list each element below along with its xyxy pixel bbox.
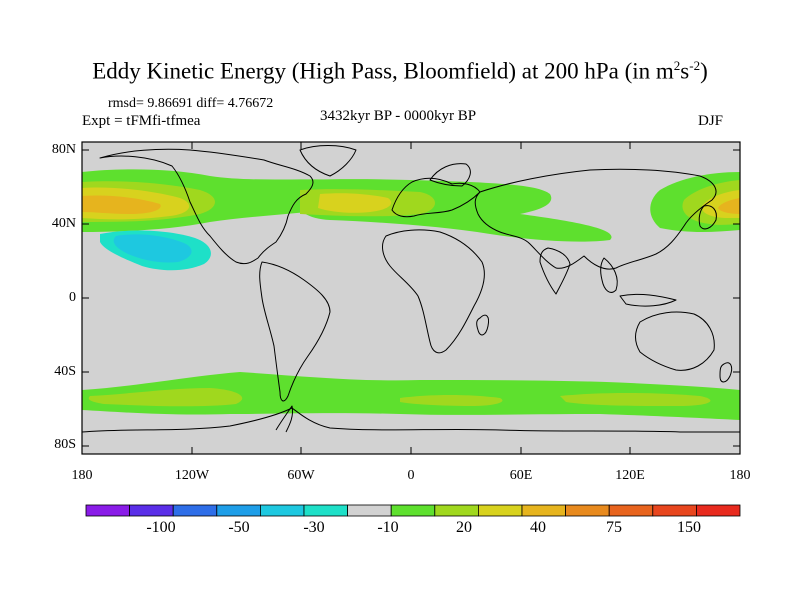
coast-scandinavia xyxy=(429,163,471,187)
colorbar-swatch xyxy=(608,504,654,517)
coast-greenland xyxy=(299,145,357,177)
coast-maritime xyxy=(619,293,677,307)
coast-antarctica xyxy=(82,407,740,433)
x-tick-label: 120W xyxy=(174,468,210,483)
coast-north-america xyxy=(99,148,314,265)
x-tick-label: 0 xyxy=(407,468,415,483)
x-tick-label: 180 xyxy=(729,468,751,483)
colorbar-swatch xyxy=(390,504,436,517)
coast-asia xyxy=(474,168,717,270)
coast-india xyxy=(539,247,571,295)
coastlines xyxy=(82,145,740,433)
sh-lime-b xyxy=(400,395,503,406)
colorbar-label: -10 xyxy=(377,519,399,536)
nh-pacific-orange xyxy=(82,195,161,214)
colorbar-swatch xyxy=(216,504,261,517)
colorbar-swatch xyxy=(565,504,610,517)
colorbar-label: 20 xyxy=(456,519,472,536)
coast-australia xyxy=(635,311,715,371)
coast-madagascar xyxy=(476,314,489,336)
ne-pacific-cyan-anomaly xyxy=(113,234,192,263)
sh-green-band xyxy=(82,372,740,420)
colorbar-label: -50 xyxy=(228,519,250,536)
colorbar-swatch xyxy=(259,504,305,517)
coast-new-zealand xyxy=(719,362,733,383)
coast-japan xyxy=(698,205,717,230)
x-tick-label: 180 xyxy=(71,468,93,483)
time-period-label: 3432kyr BP - 0000kyr BP xyxy=(320,108,477,124)
x-tick-label: 120E xyxy=(615,468,645,483)
statistics-text: rmsd= 9.86691 diff= 4.76672 xyxy=(108,96,274,111)
y-tick-label: 80N xyxy=(51,142,76,157)
x-tick-label: 60W xyxy=(287,468,315,483)
colorbar-swatch xyxy=(696,504,741,517)
colorbar-swatch xyxy=(434,504,479,517)
coast-africa xyxy=(382,229,485,354)
colorbar-label: 75 xyxy=(606,519,622,536)
sh-lime-a xyxy=(88,388,243,407)
colorbar-swatch xyxy=(303,504,348,517)
y-tick-label: 40S xyxy=(54,364,76,379)
colorbar-label: 40 xyxy=(530,519,546,536)
colorbar-swatch xyxy=(347,504,392,517)
figure-title: Eddy Kinetic Energy (High Pass, Bloomfie… xyxy=(92,58,708,84)
experiment-label: Expt = tFMfi-tfmea xyxy=(82,113,201,129)
x-tick-label: 60E xyxy=(509,468,533,483)
colorbar-swatch xyxy=(652,504,697,517)
nh-atlantic-yellow xyxy=(318,193,392,213)
colorbar-label: 150 xyxy=(677,519,701,536)
axis-ticks xyxy=(81,142,741,454)
colorbar-swatch xyxy=(129,504,174,517)
colorbar-swatch xyxy=(477,504,523,517)
season-label: DJF xyxy=(698,113,724,129)
colorbar xyxy=(85,504,741,517)
colorbar-swatch xyxy=(85,504,130,517)
coast-south-america xyxy=(259,261,331,402)
colorbar-swatch xyxy=(521,504,566,517)
colorbar-swatch xyxy=(172,504,218,517)
sh-lime-c xyxy=(560,393,711,406)
colorbar-label: -30 xyxy=(303,519,325,536)
anomaly-field xyxy=(82,169,740,420)
y-tick-label: 0 xyxy=(69,290,76,305)
y-tick-label: 80S xyxy=(54,437,76,452)
nh-westpac-orange xyxy=(718,198,740,214)
coast-se-asia xyxy=(600,257,618,293)
colorbar-label: -100 xyxy=(146,519,176,536)
coast-antarctic-peninsula xyxy=(275,405,293,433)
y-tick-label: 40N xyxy=(51,216,76,231)
